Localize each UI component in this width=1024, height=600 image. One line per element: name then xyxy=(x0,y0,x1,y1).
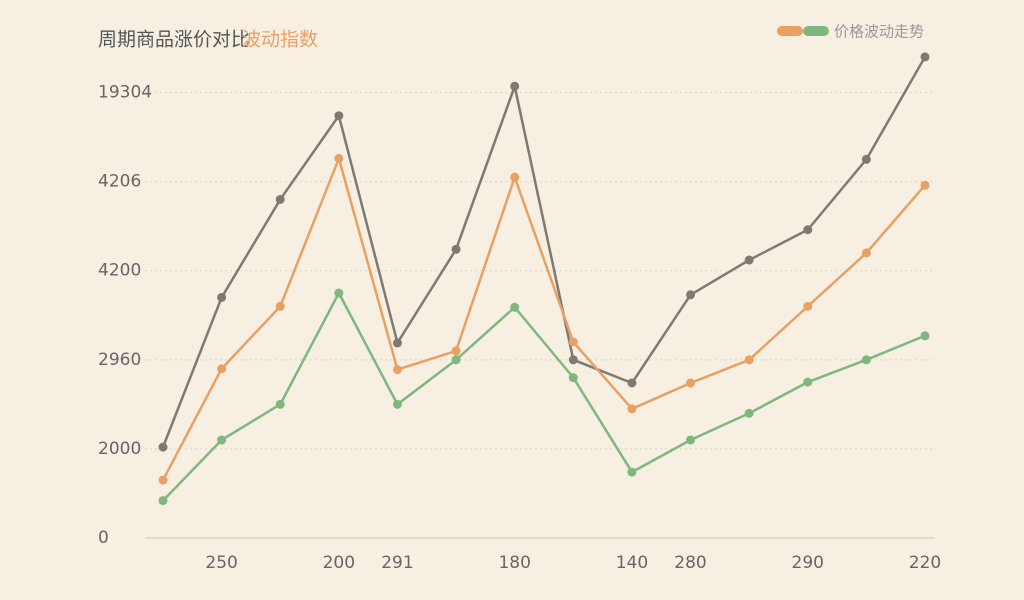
data-point xyxy=(568,355,578,365)
x-tick-label: 280 xyxy=(674,553,706,573)
data-point xyxy=(510,81,520,91)
data-point xyxy=(568,373,578,383)
x-tick-label: 220 xyxy=(909,553,941,573)
data-point xyxy=(334,111,344,121)
x-tick-label: 291 xyxy=(381,553,413,573)
data-point xyxy=(334,153,344,163)
data-point xyxy=(510,302,520,312)
y-tick-label: 4200 xyxy=(98,261,141,281)
data-point xyxy=(217,364,227,374)
data-point xyxy=(158,496,168,506)
data-point xyxy=(451,346,461,356)
data-point xyxy=(217,435,227,445)
data-point xyxy=(275,301,285,311)
data-point xyxy=(920,331,930,341)
data-point xyxy=(627,467,637,477)
data-point xyxy=(744,255,754,265)
data-point xyxy=(920,180,930,190)
x-tick-label: 290 xyxy=(792,553,824,573)
data-point xyxy=(217,292,227,302)
data-point xyxy=(686,435,696,445)
y-tick-label: 19304 xyxy=(98,83,152,103)
data-point xyxy=(803,301,813,311)
data-point xyxy=(392,399,402,409)
data-point xyxy=(744,355,754,365)
data-point xyxy=(451,355,461,365)
data-point xyxy=(920,52,930,62)
x-tick-label: 250 xyxy=(205,553,237,573)
y-tick-label: 0 xyxy=(98,528,109,548)
data-point xyxy=(744,408,754,418)
data-point xyxy=(334,288,344,298)
data-point xyxy=(686,290,696,300)
data-point xyxy=(861,355,871,365)
data-point xyxy=(275,399,285,409)
data-point xyxy=(510,172,520,182)
x-tick-label: 140 xyxy=(616,553,648,573)
data-point xyxy=(627,404,637,414)
series-line xyxy=(161,157,926,481)
data-point xyxy=(392,338,402,348)
legend-swatch xyxy=(777,26,803,36)
y-tick-label: 2960 xyxy=(98,350,141,370)
data-point xyxy=(803,377,813,387)
series-line xyxy=(161,56,927,448)
data-point xyxy=(275,194,285,204)
data-point xyxy=(158,442,168,452)
data-point xyxy=(627,378,637,388)
chart-title: 周期商品涨价对比 xyxy=(98,29,250,51)
data-point xyxy=(392,365,402,375)
data-point xyxy=(803,225,813,235)
x-tick-label: 180 xyxy=(498,553,530,573)
y-tick-label: 4206 xyxy=(98,172,141,192)
data-point xyxy=(861,248,871,258)
data-point xyxy=(451,244,461,254)
data-point xyxy=(861,154,871,164)
x-tick-label: 200 xyxy=(323,553,355,573)
y-tick-label: 2000 xyxy=(98,439,141,459)
legend-label: 价格波动走势 xyxy=(834,23,924,41)
series-line xyxy=(162,291,926,502)
chart-subtitle: 波动指数 xyxy=(242,29,318,51)
data-point xyxy=(568,337,578,347)
data-point xyxy=(158,475,168,485)
legend-swatch xyxy=(803,26,829,36)
data-point xyxy=(686,378,696,388)
